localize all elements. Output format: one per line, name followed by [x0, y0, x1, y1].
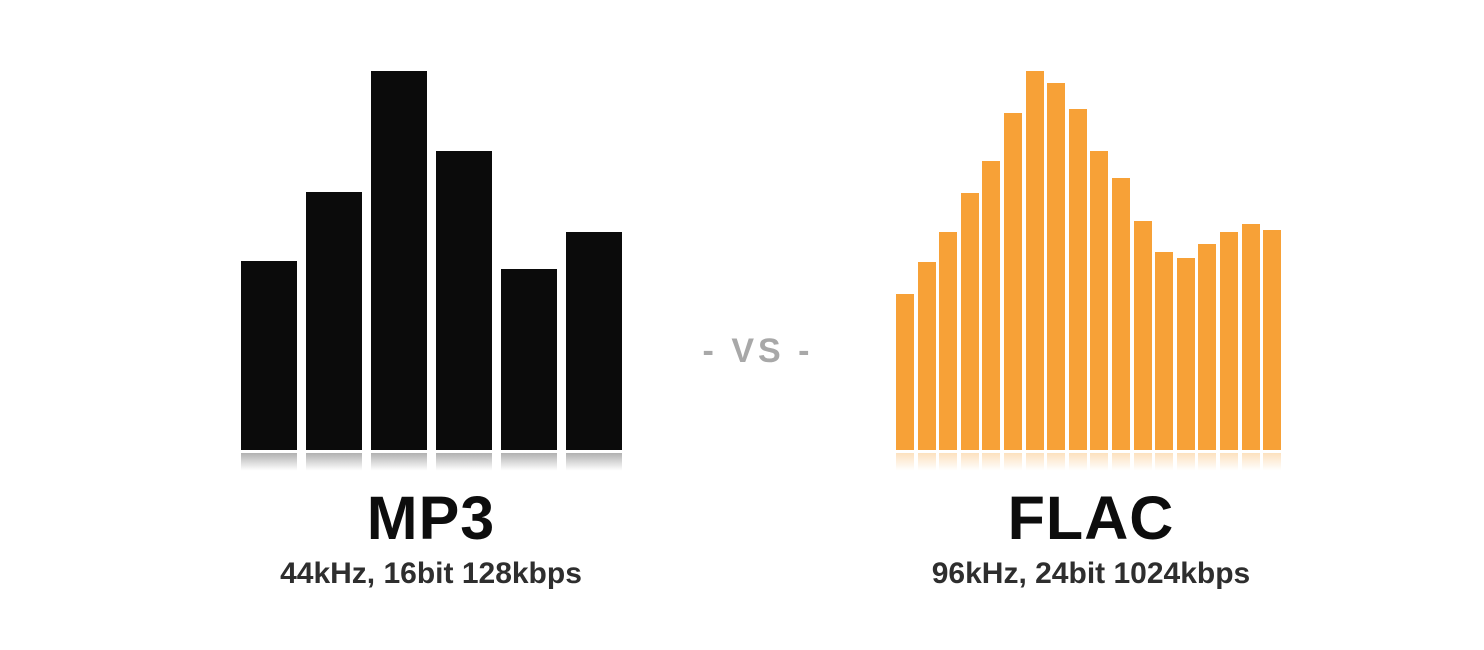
flac-bars	[896, 0, 1282, 450]
flac-bar-reflection	[1090, 453, 1109, 475]
flac-bar-reflection	[1025, 453, 1044, 475]
mp3-bars	[241, 0, 622, 450]
mp3-bar	[306, 192, 362, 450]
mp3-bar-reflection	[241, 453, 297, 475]
flac-title: FLAC	[1007, 484, 1175, 552]
flac-bar	[1068, 109, 1087, 450]
flac-bar-reflection	[1241, 453, 1260, 475]
flac-bar	[1176, 258, 1195, 450]
flac-bar-reflection	[982, 453, 1001, 475]
flac-bar-reflection	[1068, 453, 1087, 475]
flac-bar-reflection	[939, 453, 958, 475]
flac-bar	[896, 294, 914, 450]
flac-bar-reflection	[1198, 453, 1217, 475]
mp3-bar	[371, 71, 427, 450]
mp3-bar-reflection	[371, 453, 427, 475]
mp3-bars-reflection	[241, 453, 622, 475]
flac-bar	[1047, 83, 1066, 450]
mp3-label-block: MP3 44kHz, 16bit 128kbps	[171, 486, 691, 590]
flac-bar-reflection	[1176, 453, 1195, 475]
mp3-bar-reflection	[306, 453, 362, 475]
mp3-title: MP3	[366, 484, 496, 552]
flac-bar-reflection	[1003, 453, 1022, 475]
flac-bar-reflection	[1047, 453, 1066, 475]
flac-bar	[1198, 244, 1217, 450]
flac-bar-reflection	[1263, 453, 1282, 475]
flac-bar-reflection	[1155, 453, 1174, 475]
mp3-bar-reflection	[436, 453, 492, 475]
flac-bar-reflection	[1219, 453, 1238, 475]
flac-bar	[917, 262, 936, 450]
flac-bar	[1111, 178, 1130, 450]
flac-bar	[960, 193, 979, 450]
flac-bar	[1133, 221, 1152, 450]
flac-bar	[1155, 252, 1174, 450]
flac-bar	[939, 232, 958, 450]
mp3-specs: 44kHz, 16bit 128kbps	[280, 557, 582, 591]
flac-bar-reflection	[896, 453, 914, 475]
flac-specs: 96kHz, 24bit 1024kbps	[931, 557, 1251, 591]
flac-bar	[1263, 230, 1282, 450]
vs-separator-label: - VS -	[702, 332, 814, 370]
flac-bar	[1090, 151, 1109, 450]
flac-bar	[1241, 224, 1260, 450]
flac-bar	[1003, 113, 1022, 450]
flac-bar-reflection	[917, 453, 936, 475]
mp3-bar	[501, 269, 557, 450]
mp3-bar	[241, 261, 297, 450]
flac-bar	[1219, 232, 1238, 450]
flac-label-block: FLAC 96kHz, 24bit 1024kbps	[831, 486, 1351, 590]
mp3-bar	[436, 151, 492, 450]
flac-bar-reflection	[1133, 453, 1152, 475]
mp3-bar	[566, 232, 622, 450]
flac-bar-reflection	[960, 453, 979, 475]
mp3-bar-reflection	[501, 453, 557, 475]
flac-bar	[1025, 71, 1044, 450]
flac-bar	[982, 161, 1001, 450]
flac-bar-reflection	[1111, 453, 1130, 475]
mp3-bar-reflection	[566, 453, 622, 475]
flac-bars-reflection	[896, 453, 1282, 475]
